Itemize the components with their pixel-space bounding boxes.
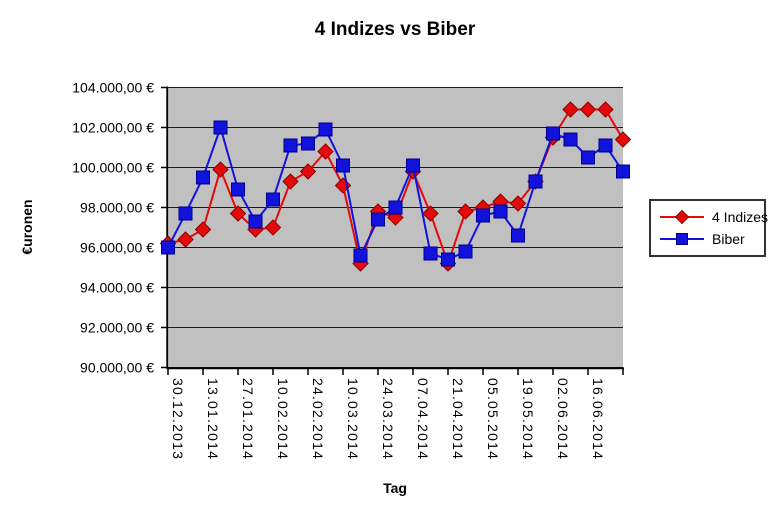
marker-square bbox=[353, 248, 368, 263]
x-tick-label: 24.02.2014 bbox=[310, 378, 326, 460]
marker-diamond bbox=[177, 231, 194, 248]
marker-square bbox=[528, 174, 543, 189]
marker-square bbox=[301, 136, 315, 151]
x-tick-label: 02.06.2014 bbox=[555, 378, 571, 460]
marker-diamond bbox=[597, 101, 614, 118]
marker-diamond bbox=[282, 173, 299, 190]
marker-square bbox=[266, 192, 280, 207]
y-tick-label: 98.000,00 € bbox=[80, 200, 154, 216]
marker-diamond bbox=[212, 161, 229, 178]
legend-label-biber: Biber bbox=[712, 231, 745, 247]
legend-marker-diamond-icon bbox=[660, 209, 704, 225]
x-tick-label: 30.12.2013 bbox=[170, 378, 186, 460]
marker-square bbox=[616, 164, 630, 179]
marker-diamond bbox=[562, 101, 579, 118]
marker-square bbox=[423, 246, 438, 261]
marker-square bbox=[406, 158, 420, 173]
marker-square bbox=[231, 182, 245, 197]
y-axis-title: €uronen bbox=[19, 199, 35, 255]
marker-square bbox=[563, 132, 578, 147]
marker-square bbox=[161, 240, 175, 255]
marker-diamond bbox=[457, 203, 474, 220]
marker-square bbox=[546, 126, 560, 141]
marker-square bbox=[336, 158, 350, 173]
y-tick-label: 94.000,00 € bbox=[80, 280, 154, 296]
legend-entry-biber: Biber bbox=[659, 231, 760, 247]
x-tick-label: 10.02.2014 bbox=[275, 378, 291, 460]
marker-square bbox=[196, 170, 210, 185]
marker-diamond bbox=[317, 143, 334, 160]
marker-square bbox=[511, 228, 525, 243]
y-tick-label: 96.000,00 € bbox=[80, 240, 154, 256]
marker-square bbox=[283, 138, 298, 153]
marker-square bbox=[458, 244, 473, 259]
marker-square bbox=[581, 150, 595, 165]
x-tick-label: 19.05.2014 bbox=[520, 378, 536, 460]
y-tick-label: 90.000,00 € bbox=[80, 360, 154, 376]
marker-diamond bbox=[264, 219, 282, 236]
marker-square bbox=[371, 212, 385, 227]
marker-diamond bbox=[422, 205, 439, 222]
marker-square bbox=[493, 204, 508, 219]
x-tick-label: 16.06.2014 bbox=[590, 378, 606, 460]
legend-label-4-indizes: 4 Indizes bbox=[712, 209, 769, 225]
y-tick-label: 92.000,00 € bbox=[80, 320, 154, 336]
marker-square bbox=[388, 200, 403, 215]
y-tick-label: 104.000,00 € bbox=[72, 80, 154, 96]
marker-diamond bbox=[614, 131, 632, 148]
marker-diamond bbox=[229, 205, 247, 222]
x-tick-label: 24.03.2014 bbox=[380, 378, 396, 460]
marker-square bbox=[248, 214, 263, 229]
x-tick-label: 05.05.2014 bbox=[485, 378, 501, 460]
legend-marker-square-icon bbox=[660, 233, 704, 245]
marker-square bbox=[441, 252, 455, 267]
x-tick-label: 27.01.2014 bbox=[240, 378, 256, 460]
marker-diamond bbox=[299, 163, 317, 180]
marker-square bbox=[213, 120, 228, 135]
x-axis-title: Tag bbox=[383, 480, 407, 496]
marker-square bbox=[318, 122, 333, 137]
legend-entry-4-indizes: 4 Indizes bbox=[659, 209, 768, 225]
x-tick-label: 21.04.2014 bbox=[450, 378, 466, 460]
x-tick-label: 07.04.2014 bbox=[415, 378, 431, 460]
marker-square bbox=[476, 208, 490, 223]
marker-diamond bbox=[579, 101, 597, 118]
marker-square bbox=[178, 206, 193, 221]
x-tick-label: 13.01.2014 bbox=[205, 378, 221, 460]
x-tick-label: 10.03.2014 bbox=[345, 378, 361, 460]
marker-square bbox=[598, 138, 613, 153]
marker-diamond bbox=[509, 195, 527, 212]
chart-title: 4 Indizes vs Biber bbox=[314, 19, 476, 40]
y-tick-label: 100.000,00 € bbox=[72, 160, 154, 176]
marker-diamond bbox=[194, 221, 212, 238]
y-tick-label: 102.000,00 € bbox=[72, 120, 154, 136]
legend: 4 Indizes Biber bbox=[649, 199, 768, 257]
